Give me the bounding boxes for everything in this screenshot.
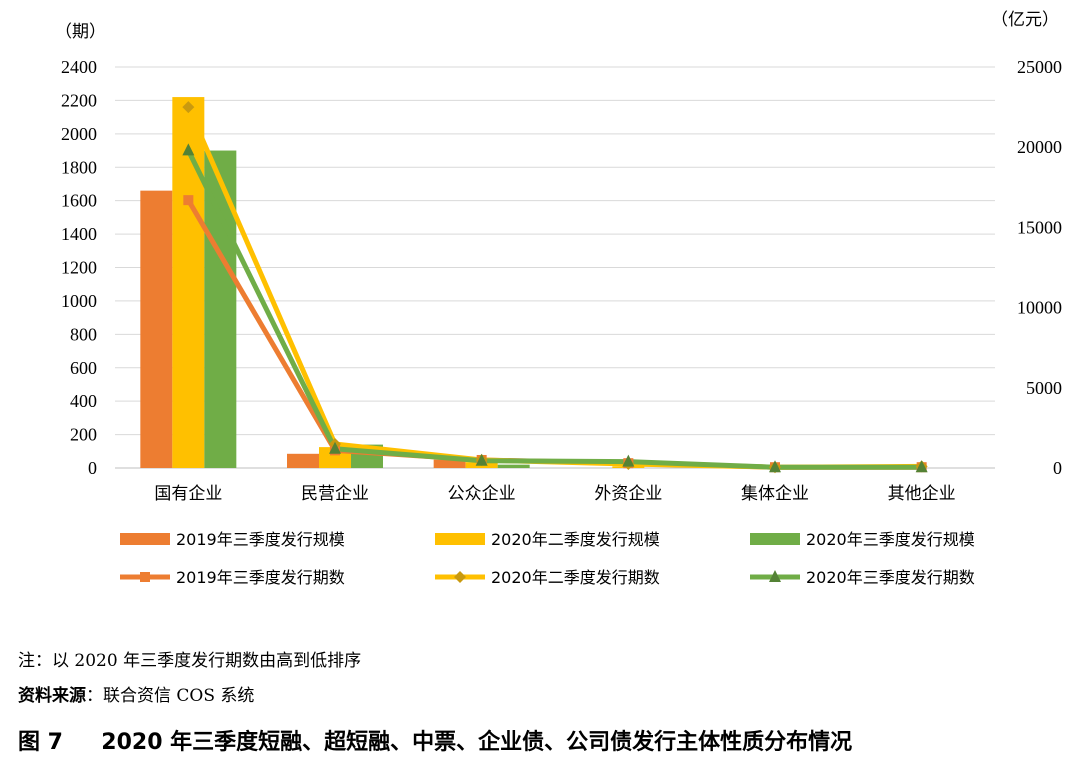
- source-label: 资料来源: [18, 686, 86, 706]
- series-line: [186, 198, 922, 470]
- left-tick-label: 2400: [61, 57, 97, 77]
- line-point: [769, 460, 781, 473]
- category-label: 国有企业: [154, 484, 222, 504]
- legend-label: 2020年三季度发行期数: [806, 568, 975, 587]
- left-axis-unit: （期）: [55, 22, 106, 42]
- lines: [182, 101, 928, 474]
- chart: 0 200 400 600 800 1000 1200 1400 1600 1800 2000 220…: [55, 10, 1062, 587]
- left-tick-label: 200: [70, 425, 97, 445]
- line-point: [915, 460, 928, 473]
- legend-swatch: [435, 533, 485, 545]
- legend-label: 2019年三季度发行期数: [176, 568, 345, 587]
- left-tick-label: 400: [70, 391, 97, 411]
- category-label: 民营企业: [301, 484, 369, 504]
- left-tick-label: 1200: [61, 258, 97, 278]
- series-line: [186, 149, 922, 470]
- line-point: [182, 143, 195, 156]
- left-tick-label: 800: [70, 324, 97, 344]
- category-axis: 国有企业 民营企业 公众企业 外资企业 集体企业 其他企业: [154, 484, 955, 504]
- line-point: [140, 572, 150, 582]
- left-tick-label: 2000: [61, 124, 97, 144]
- bar: [287, 453, 319, 468]
- footnote: 注：以 2020 年三季度发行期数由高到低排序: [18, 651, 362, 671]
- left-tick-label: 1600: [61, 191, 97, 211]
- bar: [172, 97, 205, 468]
- line-point: [769, 570, 781, 582]
- series-line: [186, 106, 922, 470]
- line-point: [329, 441, 341, 454]
- bar: [140, 190, 173, 468]
- legend-swatch: [750, 533, 800, 545]
- legend-label: 2020年二季度发行规模: [491, 530, 660, 549]
- source-text: ：联合资信 COS 系统: [86, 686, 255, 706]
- category-label: 公众企业: [448, 484, 516, 504]
- right-tick-label: 20000: [1017, 137, 1062, 157]
- right-tick-label: 0: [1053, 458, 1062, 478]
- legend-swatch: [120, 533, 170, 545]
- line-point: [622, 454, 635, 467]
- right-tick-label: 10000: [1017, 298, 1062, 318]
- category-label: 集体企业: [741, 484, 809, 504]
- category-label: 其他企业: [888, 484, 956, 504]
- line-point: [183, 195, 194, 206]
- category-label: 外资企业: [594, 484, 662, 504]
- left-tick-label: 1800: [61, 157, 97, 177]
- right-tick-label: 15000: [1017, 217, 1062, 237]
- left-tick-label: 1400: [61, 224, 97, 244]
- bar: [497, 464, 530, 468]
- right-axis: 0 5000 10000 15000 20000 25000: [1017, 57, 1062, 478]
- right-tick-label: 5000: [1026, 378, 1062, 398]
- figure-title: 2020 年三季度短融、超短融、中票、企业债、公司债发行主体性质分布情况: [101, 730, 853, 755]
- left-axis: 0 200 400 600 800 1000 1200 1400 1600 1800 2000 220…: [61, 57, 97, 478]
- left-tick-label: 2200: [61, 90, 97, 110]
- legend: 2019年三季度发行规模 2020年二季度发行规模 2020年三季度发行规模 2019…: [120, 530, 975, 587]
- bar: [433, 459, 466, 468]
- right-tick-label: 25000: [1017, 57, 1062, 77]
- line-point: [182, 101, 195, 114]
- line-point: [454, 571, 466, 583]
- source-note: 资料来源：联合资信 COS 系统: [18, 681, 254, 706]
- figure-caption: 图 7 2020 年三季度短融、超短融、中票、企业债、公司债发行主体性质分布情况: [18, 724, 852, 756]
- left-tick-label: 600: [70, 358, 97, 378]
- right-axis-unit: （亿元）: [991, 10, 1059, 30]
- left-tick-label: 1000: [61, 291, 97, 311]
- left-tick-label: 0: [88, 458, 97, 478]
- legend-label: 2019年三季度发行规模: [176, 530, 345, 549]
- line-point: [475, 453, 488, 466]
- legend-label: 2020年二季度发行期数: [491, 568, 660, 587]
- legend-label: 2020年三季度发行规模: [806, 530, 975, 549]
- figure-label: 图 7: [18, 730, 63, 755]
